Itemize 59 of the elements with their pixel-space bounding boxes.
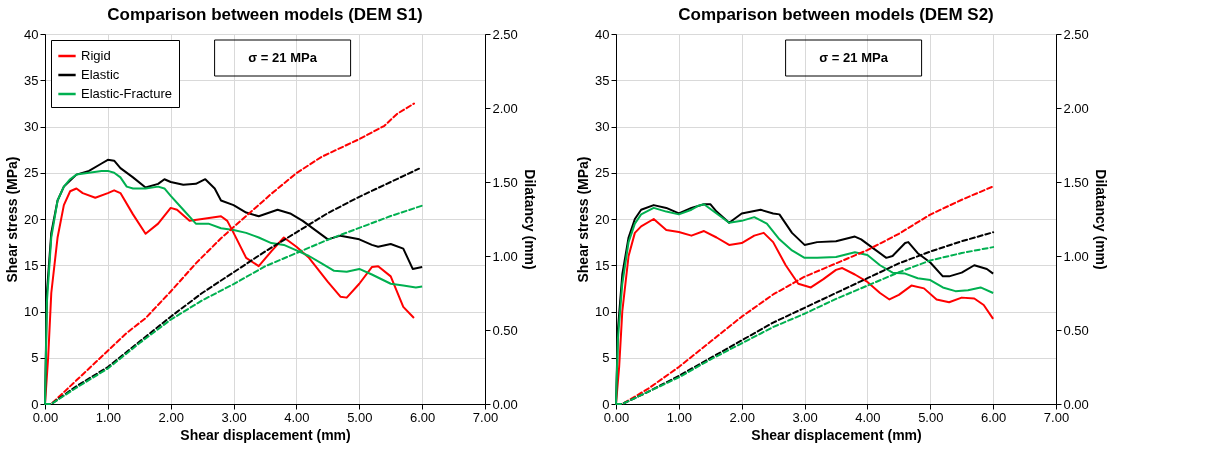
chart-title: Comparison between models (DEM S2)	[678, 5, 994, 24]
x-tick-label: 0.00	[603, 409, 630, 425]
y-tick-label: 15	[595, 257, 610, 273]
x-axis-title: Shear displacement (mm)	[180, 426, 351, 443]
x-axis-title: Shear displacement (mm)	[751, 426, 922, 443]
legend-label: Elastic	[81, 67, 120, 82]
y2-tick-label: 0.50	[1063, 322, 1089, 338]
y2-tick-label: 1.50	[1063, 174, 1089, 190]
x-tick-label: 7.00	[472, 409, 499, 425]
y-tick-label: 20	[24, 211, 39, 227]
y2-tick-label: 2.50	[1063, 26, 1089, 42]
y-tick-label: 25	[595, 165, 610, 181]
y2-tick-label: 2.00	[1063, 100, 1089, 116]
y2-tick-label: 2.00	[492, 100, 518, 116]
y2-tick-label: 0.00	[1063, 396, 1089, 412]
y-tick-label: 35	[595, 72, 610, 88]
x-tick-label: 4.00	[284, 409, 310, 425]
y2-axis-title: Dilatancy (mm)	[1092, 169, 1109, 270]
y-tick-label: 25	[24, 165, 39, 181]
x-tick-label: 6.00	[980, 409, 1007, 425]
x-tick-label: 2.00	[729, 409, 755, 425]
chart-title: Comparison between models (DEM S1)	[107, 5, 423, 24]
y-tick-label: 5	[31, 350, 39, 366]
annotation: σ = 21 MPa	[819, 50, 889, 65]
y2-tick-label: 1.00	[1063, 248, 1089, 264]
y-tick-label: 0	[31, 396, 39, 412]
x-tick-label: 3.00	[221, 409, 247, 425]
legend-label: Rigid	[81, 48, 111, 63]
x-tick-label: 7.00	[1043, 409, 1070, 425]
y-tick-label: 5	[602, 350, 610, 366]
y-tick-label: 20	[595, 211, 610, 227]
y-tick-label: 40	[595, 26, 610, 42]
x-tick-label: 1.00	[95, 409, 122, 425]
y2-axis-title: Dilatancy (mm)	[521, 169, 538, 270]
x-tick-label: 5.00	[347, 409, 373, 425]
y2-tick-label: 1.00	[492, 248, 518, 264]
y-tick-label: 15	[24, 257, 39, 273]
x-tick-label: 0.00	[32, 409, 59, 425]
x-tick-label: 6.00	[409, 409, 436, 425]
y-tick-label: 35	[24, 72, 39, 88]
legend-label: Elastic-Fracture	[81, 86, 173, 101]
y2-tick-label: 0.50	[492, 322, 518, 338]
y-tick-label: 10	[595, 304, 610, 319]
y-axis-title: Shear stress (MPa)	[575, 156, 592, 283]
y-tick-label: 30	[595, 119, 610, 134]
x-tick-label: 2.00	[158, 409, 184, 425]
y-axis-title: Shear stress (MPa)	[4, 156, 21, 283]
y2-tick-label: 1.50	[492, 174, 518, 190]
x-tick-label: 5.00	[918, 409, 944, 425]
y2-tick-label: 0.00	[492, 396, 518, 412]
y-tick-label: 10	[24, 304, 39, 319]
y-tick-label: 0	[602, 396, 610, 412]
y-tick-label: 30	[24, 119, 39, 134]
x-tick-label: 1.00	[666, 409, 693, 425]
y-tick-label: 40	[24, 26, 39, 42]
x-tick-label: 4.00	[855, 409, 881, 425]
x-tick-label: 3.00	[792, 409, 818, 425]
annotation: σ = 21 MPa	[248, 50, 318, 65]
y2-tick-label: 2.50	[492, 26, 518, 42]
